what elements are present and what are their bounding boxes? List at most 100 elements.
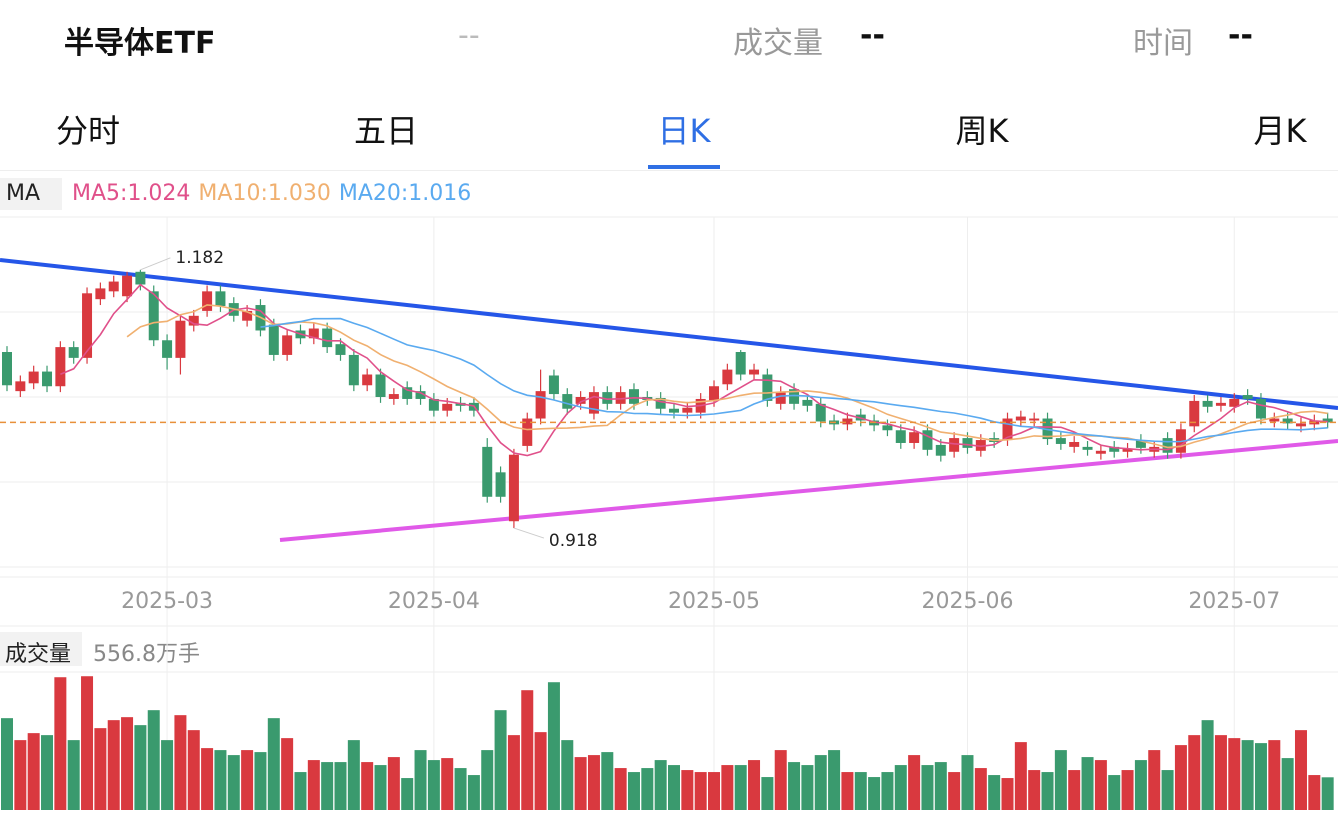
volume-bar (587, 755, 600, 810)
volume-bar (467, 775, 480, 810)
candle-body (882, 425, 893, 431)
volume-bar (387, 757, 400, 810)
volume-bar (507, 735, 520, 810)
candle-body (282, 335, 293, 355)
candle-body (388, 394, 399, 399)
candle-body (1255, 398, 1266, 419)
tab[interactable]: 五日 (353, 112, 418, 150)
candle-body (68, 347, 79, 358)
candle-body (348, 354, 359, 386)
tab[interactable]: 周K (955, 112, 1009, 150)
ma-line (260, 317, 1328, 443)
tab[interactable]: 月K (1253, 112, 1307, 150)
candle-body (1095, 450, 1106, 454)
candle-body (1322, 418, 1333, 423)
candle-body (655, 397, 666, 409)
candle-body (1229, 398, 1240, 407)
volume-bar (254, 752, 267, 810)
candle-body (1002, 418, 1013, 441)
volume-bar (1068, 770, 1081, 810)
volume-bar (708, 772, 721, 810)
ma-legend: MA5:1.024 MA10:1.030 MA20:1.016 (72, 181, 479, 206)
candle-body (1162, 438, 1173, 453)
volume-bar (494, 710, 507, 810)
ma-legend-item: MA10:1.030 (198, 181, 331, 206)
candle-body (1082, 446, 1093, 450)
price: -- (458, 18, 480, 53)
volume-bar (267, 718, 280, 810)
volume-bar (814, 755, 827, 810)
volume-bar (1028, 770, 1041, 810)
volume-bar (1001, 778, 1014, 810)
volume-bar (161, 740, 174, 810)
volume-bar (107, 720, 120, 810)
candle-body (602, 392, 613, 404)
candle-body (588, 392, 599, 414)
volume-bar (534, 732, 547, 810)
volume-bar (574, 757, 587, 810)
ma-line (60, 283, 1328, 457)
min-label: 0.918 (549, 531, 598, 551)
candle-body (548, 375, 559, 395)
candle-body (508, 454, 519, 522)
volume-bar (1294, 730, 1307, 810)
volume-bar (81, 676, 94, 810)
volume-bar (147, 710, 160, 810)
candle-body (442, 403, 453, 411)
candle-body (175, 320, 186, 358)
volume-bar (227, 755, 240, 810)
vol-label-bg (0, 632, 82, 666)
volume-bar (1121, 770, 1134, 810)
candle-body (55, 347, 66, 387)
volume-bar (1161, 770, 1174, 810)
candle-body (335, 344, 346, 355)
volume-bar (561, 740, 574, 810)
ma-label: MA (6, 181, 41, 206)
candle-body (482, 446, 493, 497)
candle-body (1015, 416, 1026, 421)
vol-panel-label: 成交量 (5, 642, 72, 667)
volume-bar (14, 740, 27, 810)
x-tick-label: 2025-05 (668, 589, 760, 614)
candle-body (375, 374, 386, 397)
volume-bar (988, 775, 1001, 810)
volume-bar (347, 740, 360, 810)
candle-body (1055, 438, 1066, 444)
candle-body (135, 271, 146, 285)
volume-bar (601, 752, 614, 810)
volume-bar (681, 770, 694, 810)
volume-bar (868, 777, 881, 810)
volume-bar (1041, 772, 1054, 810)
candle-body (242, 310, 253, 321)
min-pointer (513, 527, 545, 539)
volume-bar (1174, 745, 1187, 810)
candle-body (1215, 402, 1226, 406)
volume-bar (1308, 775, 1321, 810)
candle-body (802, 399, 813, 406)
candle-body (895, 430, 906, 443)
candle-body (95, 288, 106, 300)
tab[interactable]: 日K (657, 112, 711, 150)
candle-body (615, 392, 626, 404)
candle-body (308, 328, 319, 339)
volume-bar (67, 740, 80, 810)
volume-bar (54, 677, 67, 810)
candle-body (922, 430, 933, 450)
volume-bar (414, 750, 427, 810)
volume-bar (201, 748, 214, 810)
candle-body (415, 391, 426, 399)
volume-bar (1241, 740, 1254, 810)
candle-body (628, 389, 639, 404)
volume-bar (1108, 775, 1121, 810)
tab[interactable]: 分时 (55, 112, 120, 150)
volume-bar (948, 772, 961, 810)
volume-bar (801, 765, 814, 810)
candle-body (42, 371, 53, 387)
x-tick-label: 2025-07 (1188, 589, 1280, 614)
volume-bar (121, 717, 134, 810)
volume-bar (547, 682, 560, 810)
volume-bar (454, 768, 467, 810)
candle-body (322, 328, 333, 348)
volume-bar (361, 762, 374, 810)
volume-bar (1081, 757, 1094, 810)
